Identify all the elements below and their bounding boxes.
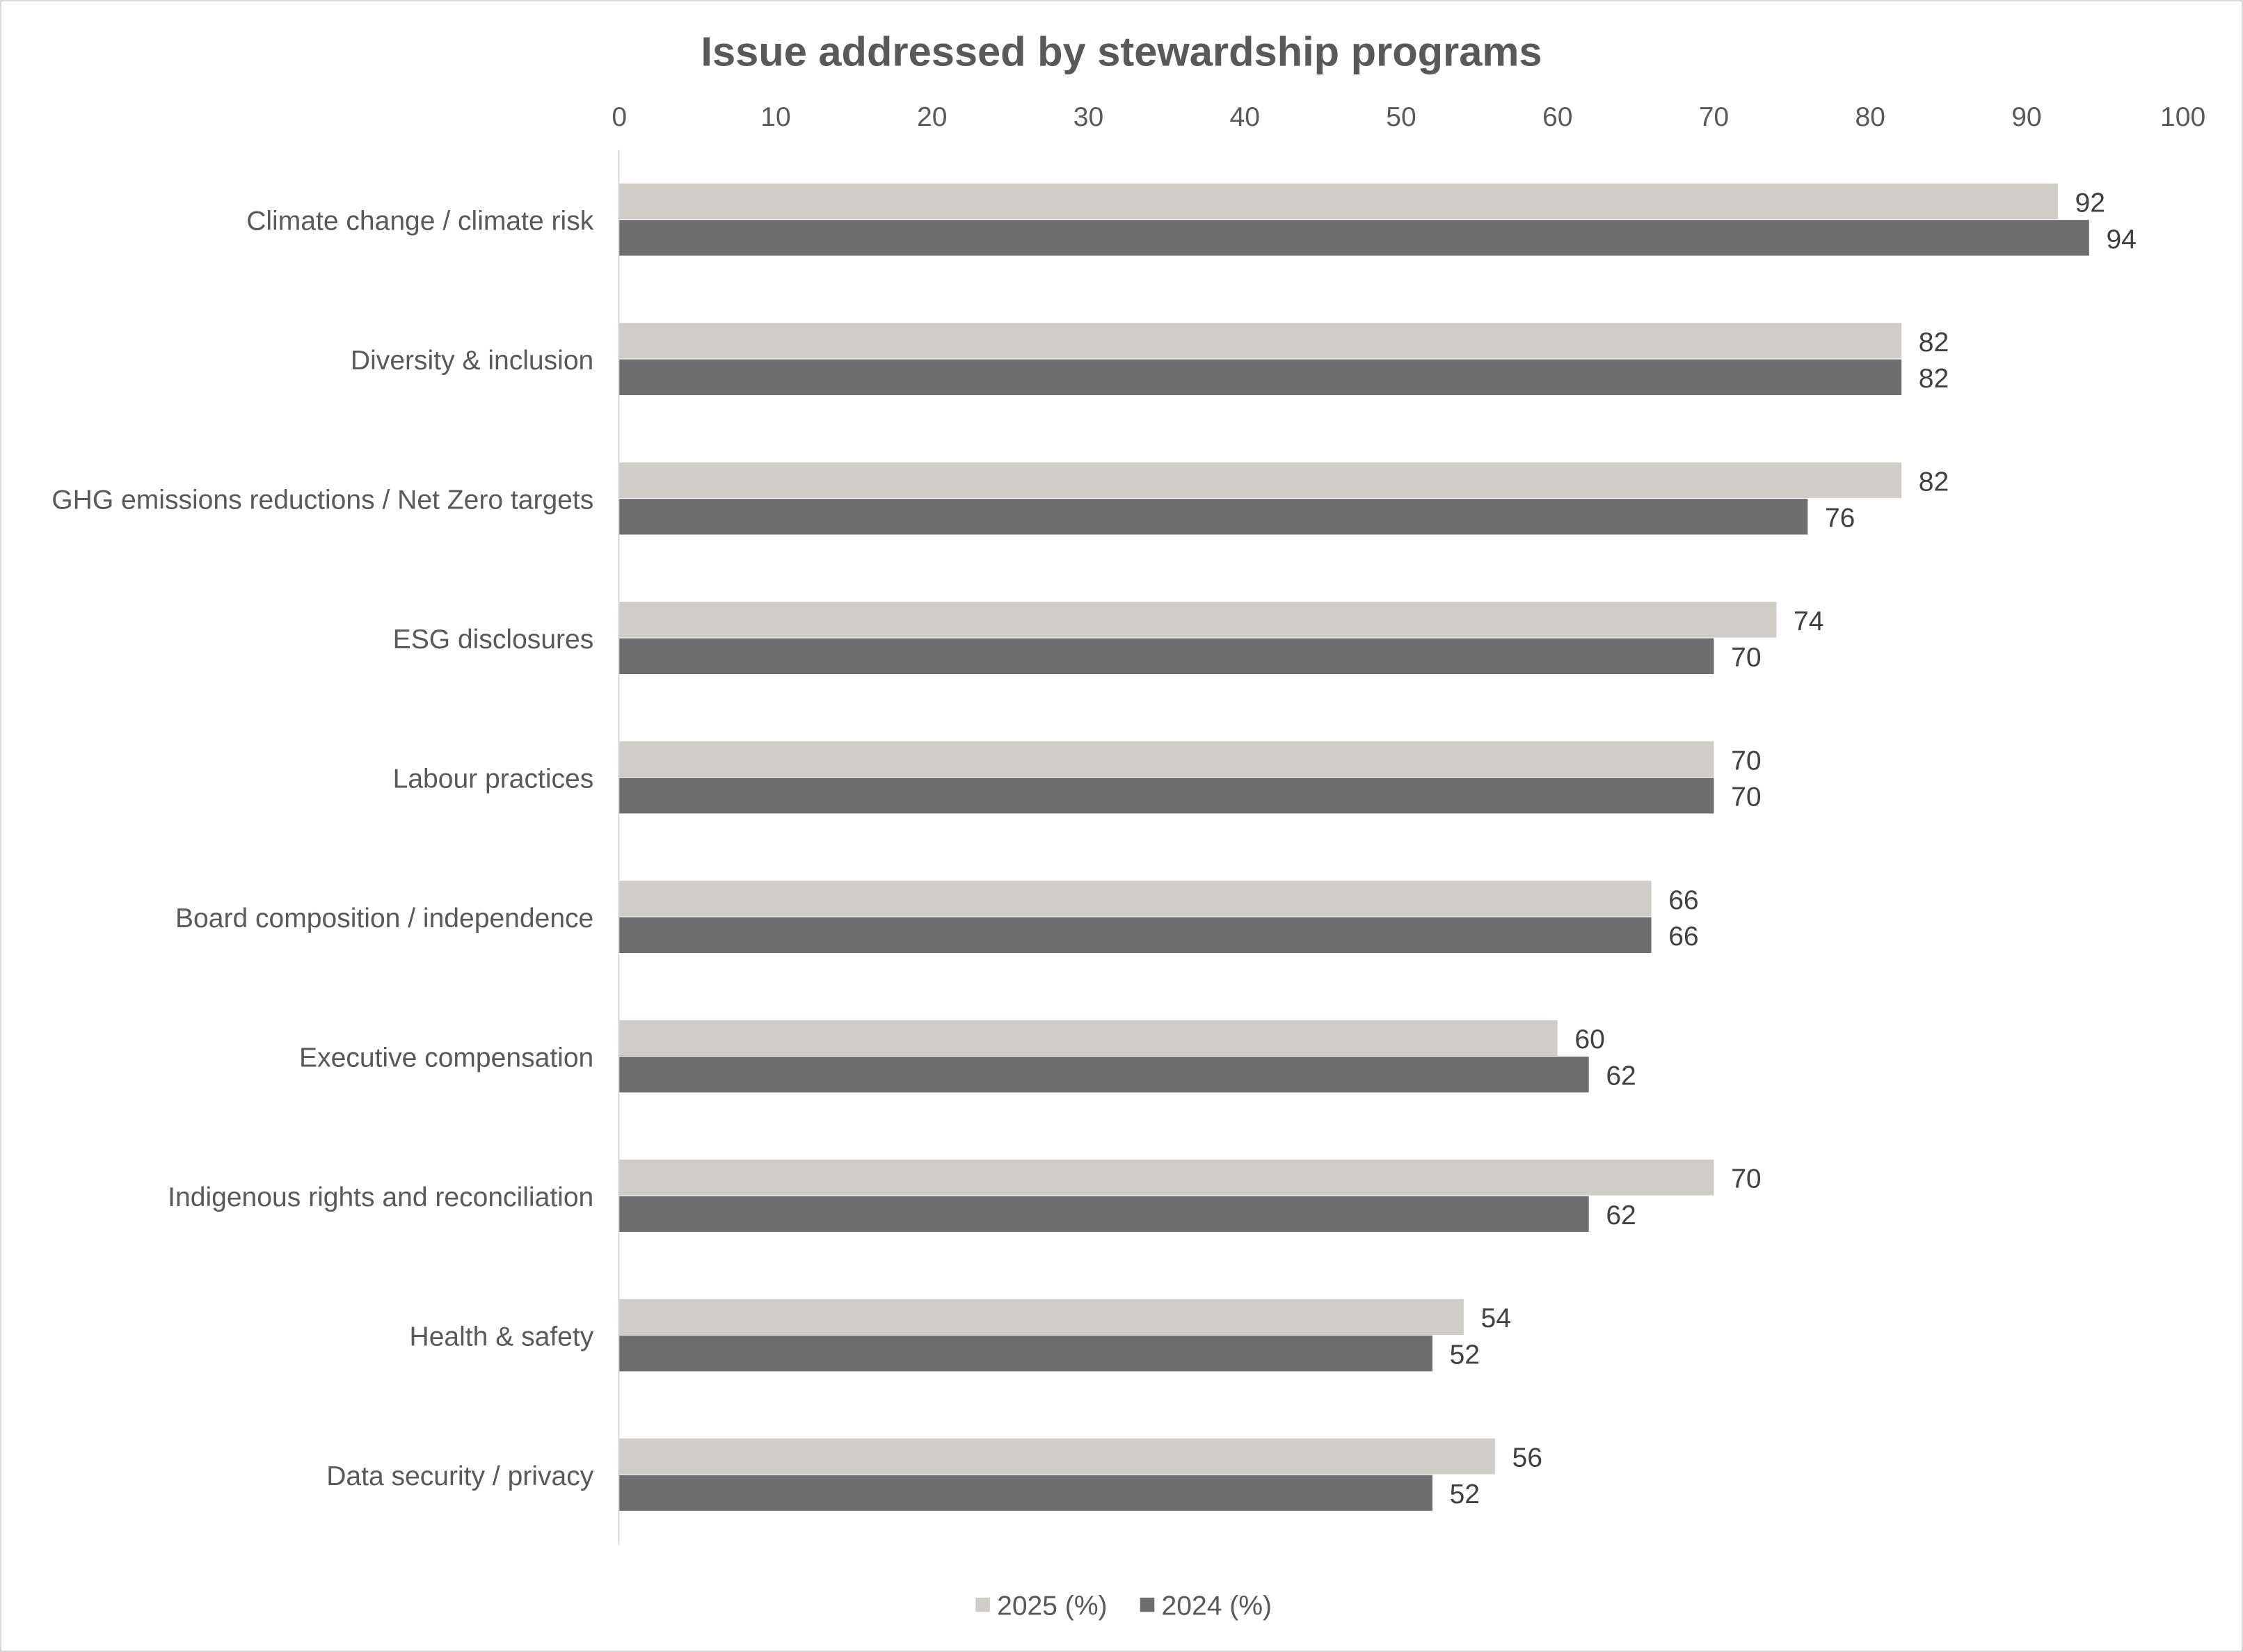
- bar-2024: [619, 220, 2089, 256]
- data-label: 70: [1731, 1164, 1761, 1194]
- data-label: 66: [1668, 885, 1698, 915]
- legend-label: 2025 (%): [997, 1591, 1107, 1621]
- legend-label: 2024 (%): [1162, 1591, 1272, 1621]
- x-tick-label: 70: [1699, 102, 1729, 132]
- data-label: 66: [1668, 922, 1698, 952]
- bar-2025: [619, 602, 1777, 638]
- data-label: 94: [2106, 225, 2136, 255]
- bar-2025: [619, 183, 2058, 220]
- bar-2025: [619, 1160, 1714, 1196]
- legend: 2025 (%) 2024 (%): [975, 1591, 1272, 1621]
- x-tick-label: 10: [760, 102, 790, 132]
- category-label: Health & safety: [410, 1322, 594, 1352]
- data-label: 70: [1731, 783, 1761, 812]
- bar-2024: [619, 1057, 1589, 1093]
- x-axis-ticks: 0 10 20 30 40 50 60 70 80 90 100: [612, 102, 2205, 132]
- bar-2025: [619, 741, 1714, 778]
- category-label: GHG emissions reductions / Net Zero targ…: [51, 486, 593, 515]
- bar-2024: [619, 1336, 1432, 1372]
- data-label: 76: [1825, 504, 1855, 534]
- bar-2024: [619, 1475, 1432, 1511]
- category-label: Labour practices: [393, 764, 594, 794]
- category-label: ESG disclosures: [393, 625, 594, 655]
- x-tick-label: 20: [917, 102, 947, 132]
- bar-2025: [619, 462, 1902, 499]
- category-label: Data security / privacy: [326, 1461, 594, 1491]
- x-tick-label: 0: [612, 102, 627, 132]
- bar-2024: [619, 1196, 1589, 1232]
- data-label: 62: [1606, 1201, 1636, 1230]
- data-label: 60: [1574, 1025, 1604, 1054]
- bar-2024: [619, 917, 1652, 953]
- x-tick-label: 90: [2011, 102, 2041, 132]
- data-label: 62: [1606, 1061, 1636, 1091]
- data-label: 70: [1731, 643, 1761, 673]
- data-label: 54: [1481, 1304, 1511, 1333]
- data-label: 52: [1450, 1340, 1480, 1370]
- bar-2025: [619, 1438, 1495, 1475]
- bar-2024: [619, 638, 1714, 675]
- data-label: 74: [1794, 607, 1823, 636]
- bar-2024: [619, 359, 1902, 396]
- category-label: Board composition / independence: [175, 904, 593, 933]
- x-tick-label: 50: [1386, 102, 1416, 132]
- data-label: 70: [1731, 746, 1761, 776]
- x-tick-label: 100: [2160, 102, 2205, 132]
- category-label: Diversity & inclusion: [351, 346, 593, 376]
- legend-swatch: [1140, 1597, 1155, 1612]
- data-label: 82: [1919, 467, 1949, 497]
- bar-2025: [619, 323, 1902, 359]
- bar-2024: [619, 778, 1714, 814]
- bar-2025: [619, 1299, 1464, 1336]
- category-labels: Climate change / climate risk Diversity &…: [51, 207, 594, 1491]
- data-label: 52: [1450, 1479, 1480, 1509]
- category-label: Indigenous rights and reconciliation: [168, 1182, 593, 1212]
- category-label: Climate change / climate risk: [246, 207, 594, 236]
- chart-title: Issue addressed by stewardship programs: [701, 29, 1542, 75]
- category-label: Executive compensation: [299, 1043, 593, 1073]
- x-tick-label: 40: [1230, 102, 1260, 132]
- bar-2025: [619, 881, 1652, 917]
- data-label: 82: [1919, 364, 1949, 394]
- x-tick-label: 30: [1073, 102, 1103, 132]
- x-tick-label: 60: [1542, 102, 1572, 132]
- legend-swatch: [975, 1597, 990, 1612]
- data-label: 56: [1512, 1443, 1542, 1473]
- data-label: 82: [1919, 328, 1949, 358]
- bar-2024: [619, 499, 1808, 535]
- x-tick-label: 80: [1855, 102, 1885, 132]
- bar-2025: [619, 1020, 1558, 1057]
- data-label: 92: [2075, 188, 2105, 218]
